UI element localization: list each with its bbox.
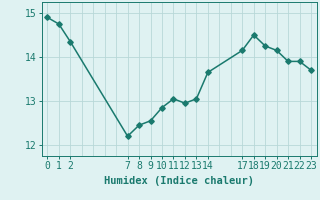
X-axis label: Humidex (Indice chaleur): Humidex (Indice chaleur) bbox=[104, 176, 254, 186]
